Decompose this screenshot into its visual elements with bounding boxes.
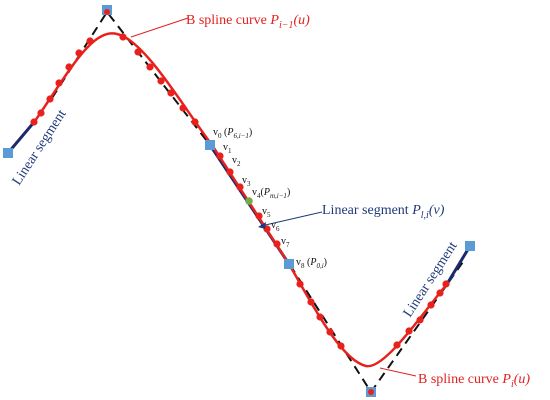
curve-point-20 bbox=[296, 280, 304, 288]
curve-point-0 bbox=[30, 118, 38, 126]
curve-point-17 bbox=[255, 212, 263, 220]
curve-point-27 bbox=[416, 316, 424, 324]
curve-point-22 bbox=[316, 313, 324, 321]
control-point-bottom-dot bbox=[368, 389, 374, 395]
label-linear-segment-mid: Linear segment Pl,i(v) bbox=[322, 203, 445, 221]
mid-point-v4 bbox=[245, 197, 253, 205]
curve-point-10 bbox=[157, 77, 165, 85]
leader-linear-mid-arrowhead bbox=[258, 222, 266, 229]
curve-point-16 bbox=[236, 183, 244, 191]
curve-point-14 bbox=[216, 152, 224, 160]
curve-point-24 bbox=[337, 342, 345, 350]
vertex-label-v5: v5 bbox=[262, 206, 271, 219]
curve-point-6 bbox=[86, 37, 94, 45]
curve-point-1 bbox=[37, 109, 45, 117]
curve-point-26 bbox=[405, 327, 413, 335]
vertex-label-v2: v2 bbox=[232, 155, 241, 168]
control-polygon-dashed-left bbox=[51, 10, 211, 146]
leader-spline-bottom bbox=[379, 367, 417, 377]
vertex-label-v6: v6 bbox=[271, 220, 280, 233]
curve-point-19 bbox=[273, 240, 281, 248]
curve-point-7 bbox=[119, 33, 127, 41]
leader-linear-mid bbox=[260, 211, 323, 227]
curve-sample-points bbox=[30, 33, 450, 350]
linear-segment-left-line bbox=[6, 120, 37, 154]
label-linear-segment-left: Linear segment bbox=[10, 107, 70, 188]
control-point-v0 bbox=[205, 140, 215, 150]
curve-point-8 bbox=[134, 48, 142, 56]
curve-point-15 bbox=[226, 168, 234, 176]
bspline-curve-top bbox=[33, 32, 291, 265]
curve-point-28 bbox=[427, 301, 435, 309]
vertex-label-v4: v4(Pm,i−1) bbox=[252, 187, 290, 200]
control-point-left-end bbox=[3, 148, 13, 158]
linear-segment-right-line bbox=[445, 245, 472, 285]
vertex-label-v3: v3 bbox=[242, 175, 251, 188]
curve-point-21 bbox=[307, 298, 315, 306]
curve-point-11 bbox=[167, 89, 175, 97]
label-bspline-bottom: B spline curve Pi(u) bbox=[418, 372, 530, 390]
label-bspline-top: B spline curve Pi−1(u) bbox=[186, 13, 310, 31]
curve-point-4 bbox=[65, 63, 73, 71]
control-point-right-end bbox=[465, 241, 475, 251]
leader-spline-top bbox=[130, 17, 189, 38]
curve-point-30 bbox=[442, 280, 450, 288]
vertex-label-v8: v8 (P0,i) bbox=[296, 257, 327, 270]
curve-point-2 bbox=[46, 95, 54, 103]
curve-point-9 bbox=[146, 63, 154, 71]
curve-point-23 bbox=[326, 328, 334, 336]
curve-point-29 bbox=[436, 289, 444, 297]
curve-point-5 bbox=[75, 49, 83, 57]
control-point-top-dot bbox=[104, 9, 110, 15]
vertex-label-v0: v0 (P6,i−1) bbox=[213, 127, 252, 140]
curve-point-12 bbox=[179, 104, 187, 112]
vertex-label-v1: v1 bbox=[223, 142, 232, 155]
control-point-v8 bbox=[284, 259, 294, 269]
curve-point-3 bbox=[55, 79, 63, 87]
curve-point-25 bbox=[393, 341, 401, 349]
vertex-label-v7: v7 bbox=[281, 236, 290, 249]
curve-point-13 bbox=[191, 118, 199, 126]
